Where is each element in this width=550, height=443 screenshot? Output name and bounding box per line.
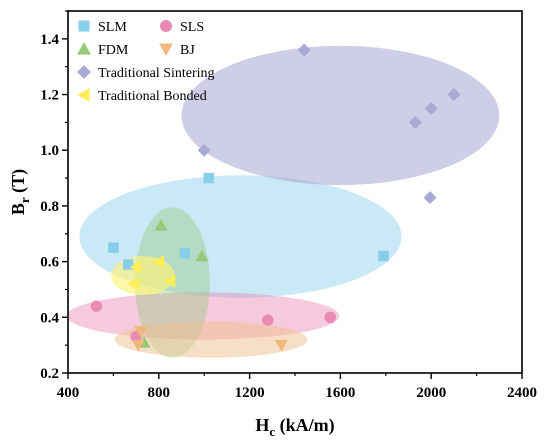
legend: SLM SLS FDM BJ Traditional Sintering Traditio… <box>77 19 215 104</box>
y-tick-label: 0.2 <box>40 366 59 382</box>
legend-label-sls: SLS <box>180 20 204 35</box>
ellipse-traditional-bonded <box>111 256 175 296</box>
data-point-traditional-bonded <box>129 260 142 274</box>
data-point-traditional-bonded <box>152 255 164 269</box>
x-axis-title-rest: (kA/m) <box>275 415 335 436</box>
data-point-traditional-sintering <box>423 191 437 205</box>
y-tick-label: 0.4 <box>40 310 59 326</box>
y-tick-label: 0.8 <box>40 199 59 215</box>
data-point-fdm <box>195 249 209 262</box>
y-tick-label: 1.4 <box>40 32 59 48</box>
x-tick-label: 1200 <box>235 385 265 401</box>
y-tick-label: 0.6 <box>40 255 59 271</box>
x-tick-label: 2000 <box>416 385 446 401</box>
legend-marker-fdm <box>77 42 91 55</box>
data-point-bj <box>131 339 145 352</box>
ellipse-bj <box>114 321 308 358</box>
legend-label-slm: SLM <box>98 20 127 35</box>
data-point-slm <box>203 172 214 184</box>
data-point-slm <box>378 250 389 262</box>
data-point-sls <box>262 314 274 326</box>
legend-marker-traditional-sintering <box>77 65 91 79</box>
data-point-bj <box>134 326 148 338</box>
data-point-fdm <box>154 218 168 231</box>
legend-label-fdm: FDM <box>98 43 129 58</box>
ellipse-traditional-sintering <box>181 45 500 186</box>
y-axis-title-rest: (T) <box>8 169 29 198</box>
x-axis-title-main: H <box>255 415 269 435</box>
tick-labels: 400 800 1200 1600 2000 2400 0.2 0.4 0.6 0.8 1.0 1.2… <box>40 32 537 401</box>
data-point-slm <box>108 242 119 253</box>
x-tick-label: 400 <box>57 385 80 401</box>
x-tick-label: 1600 <box>325 385 355 401</box>
data-point-traditional-bonded <box>163 274 176 288</box>
data-point-sls <box>90 300 103 312</box>
data-point-slm <box>122 259 134 270</box>
y-tick-label: 1.2 <box>40 88 59 104</box>
y-axis-title-main: B <box>8 203 28 215</box>
x-axis-title: Hc (kA/m) <box>255 415 334 439</box>
legend-marker-bj <box>159 43 173 56</box>
data-point-traditional-sintering <box>197 143 211 157</box>
data-point-traditional-sintering <box>424 101 438 115</box>
legend-label-bj: BJ <box>180 43 195 58</box>
x-tick-label: 800 <box>148 385 171 401</box>
data-point-slm <box>179 248 191 259</box>
plot-frame <box>67 10 523 374</box>
x-axis-title-subscript: c <box>269 424 275 439</box>
legend-marker-traditional-bonded <box>77 88 90 102</box>
y-tick-label: 1.0 <box>40 143 59 159</box>
y-axis-title: Br (T) <box>8 169 32 215</box>
legend-marker-sls <box>159 19 173 33</box>
data-point-traditional-sintering <box>297 43 311 57</box>
legend-marker-slm <box>78 20 90 32</box>
data-point-bj <box>274 339 288 352</box>
x-tick-label: 2400 <box>507 385 537 401</box>
data-point-sls <box>324 311 336 324</box>
data-point-traditional-bonded <box>127 277 140 291</box>
data-point-traditional-sintering <box>447 88 461 102</box>
data-points <box>90 43 461 352</box>
cluster-ellipses <box>66 45 500 358</box>
data-point-traditional-sintering <box>408 115 422 129</box>
y-axis-title-subscript: r <box>17 197 32 203</box>
legend-label-traditional-bonded: Traditional Bonded <box>98 89 207 104</box>
legend-label-traditional-sintering: Traditional Sintering <box>98 66 215 81</box>
